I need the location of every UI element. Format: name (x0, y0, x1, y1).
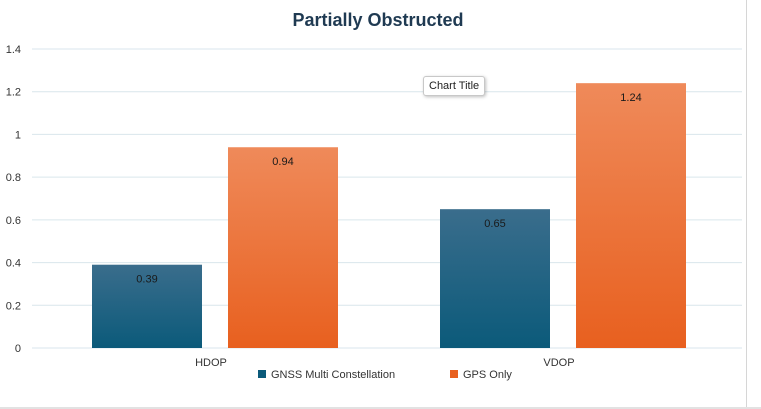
data-label: 0.39 (136, 274, 157, 286)
y-tick-label: 1.2 (6, 87, 21, 99)
data-label: 1.24 (620, 92, 641, 104)
legend-label: GPS Only (463, 369, 512, 381)
data-label: 0.65 (484, 218, 505, 230)
bar (92, 264, 202, 348)
y-tick-label: 1 (15, 129, 21, 141)
window-bottom-edge (0, 407, 761, 409)
window-right-edge (746, 0, 761, 409)
legend-swatch (258, 370, 266, 378)
y-tick-label: 0.6 (6, 215, 21, 227)
y-tick-label: 0.4 (6, 258, 21, 270)
bar (576, 83, 686, 349)
data-label: 0.94 (272, 156, 293, 168)
bar (440, 209, 550, 348)
chart-title-tooltip: Chart Title (423, 76, 486, 96)
bar (228, 147, 338, 348)
y-tick-label: 1.4 (6, 44, 21, 56)
x-tick-label: VDOP (543, 357, 574, 369)
x-tick-label: HDOP (195, 357, 227, 369)
legend-label: GNSS Multi Constellation (271, 369, 395, 381)
legend-swatch (450, 370, 458, 378)
y-tick-label: 0.8 (6, 172, 21, 184)
y-tick-label: 0.2 (6, 300, 21, 312)
chart-title: Partially Obstructed (292, 10, 463, 30)
y-tick-label: 0 (15, 343, 21, 355)
